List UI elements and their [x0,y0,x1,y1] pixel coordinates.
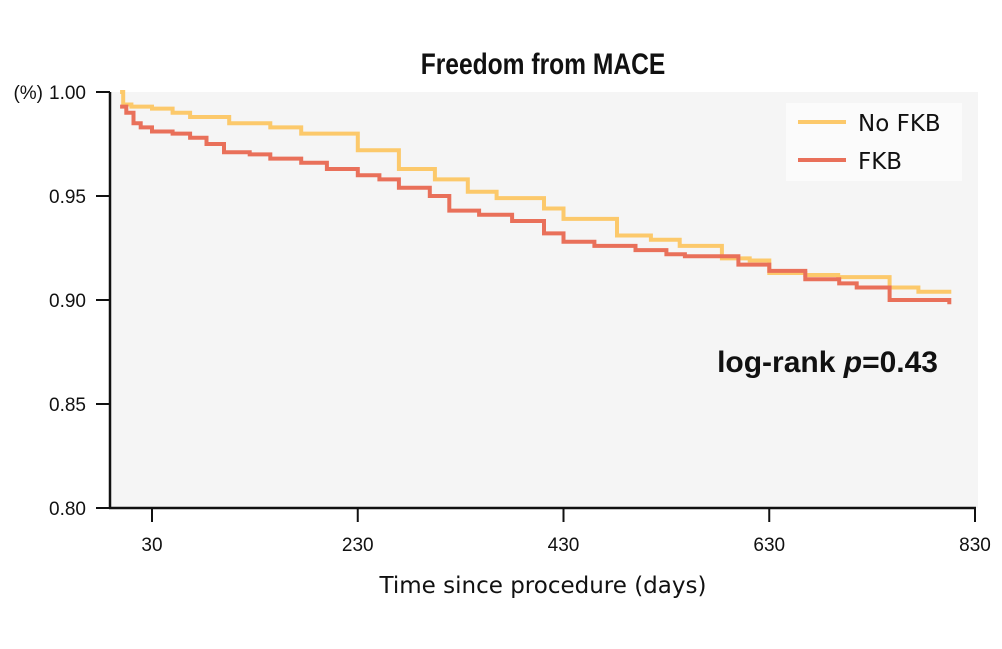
y-tick-label: 1.00 [49,83,86,104]
legend: No FKB FKB [786,103,962,181]
x-axis-title: Time since procedure (days) [379,573,707,599]
y-tick-label: 0.95 [49,187,86,208]
x-tick-label: 430 [548,535,580,556]
annotation-prefix: log-rank [717,346,844,379]
x-tick-label: 230 [342,535,374,556]
series-layer [120,90,952,305]
y-axis-unit-label: (%) [13,83,43,104]
legend-label: FKB [858,149,902,175]
legend-background [786,103,962,181]
y-tick-label: 0.90 [49,291,86,312]
axes-layer: 0.80 0.85 0.90 0.95 1.00 (%) 30 230 430 630 830 [13,83,990,556]
annotation-suffix: =0.43 [862,346,938,379]
y-tick-label: 0.85 [49,395,86,416]
chart-title: Freedom from MACE [421,47,666,81]
y-tick-label: 0.80 [49,499,86,520]
x-tick-label: 830 [959,535,991,556]
x-tick-label: 30 [141,535,162,556]
legend-label: No FKB [858,111,941,137]
annotation-p-italic: p [843,346,862,379]
x-tick-label: 630 [753,535,785,556]
series-line-fkb [120,104,952,305]
log-rank-annotation: log-rank p=0.43 [717,346,938,379]
